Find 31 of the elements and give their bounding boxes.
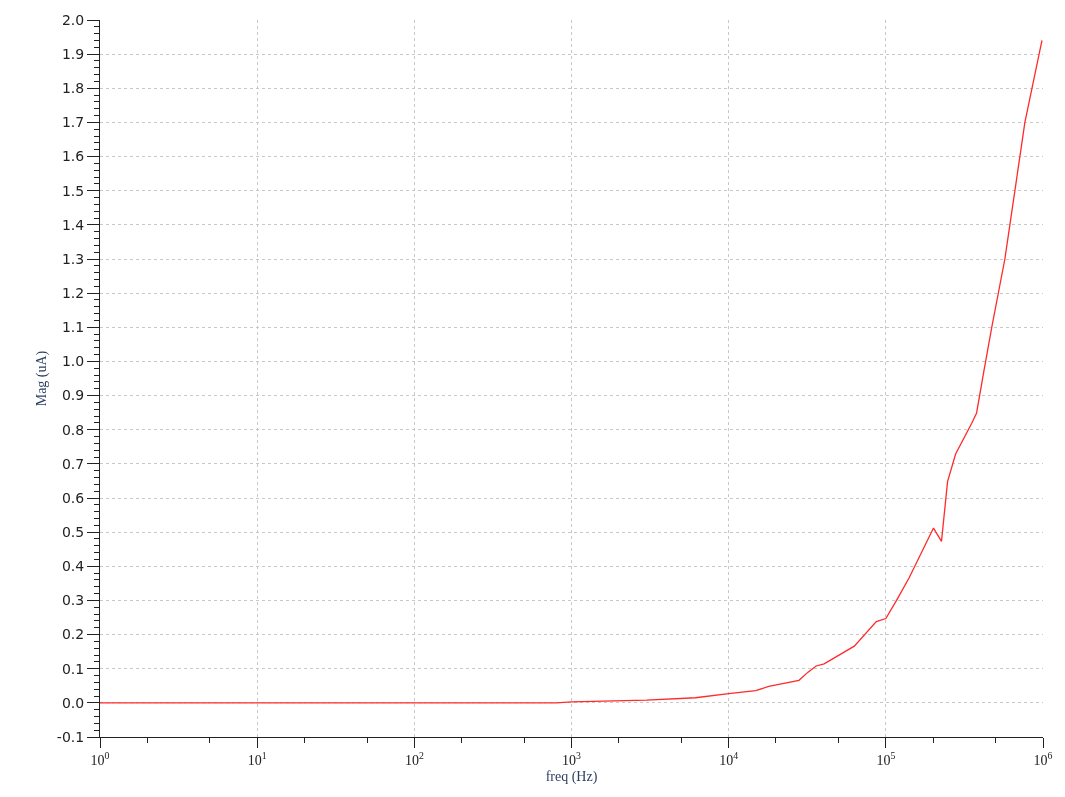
- y-tick-label: 0.3: [61, 592, 85, 609]
- y-axis-title: Mag (uA): [34, 350, 51, 407]
- y-tick-label: 1.7: [61, 114, 85, 131]
- y-tick-label: 1.6: [61, 148, 85, 165]
- y-tick-label: -0.1: [56, 728, 85, 745]
- y-tick-label: 0.8: [61, 421, 85, 438]
- y-tick-label: 0.5: [61, 524, 85, 541]
- y-tick-label: 0.0: [61, 694, 85, 711]
- y-tick-label: 1.1: [61, 319, 85, 336]
- x-axis-title: freq (Hz): [545, 769, 598, 786]
- y-tick-label: 1.9: [61, 46, 85, 63]
- y-tick-label: 1.8: [61, 80, 85, 97]
- x-tick-label: 10$^{0}$: [90, 749, 110, 768]
- y-tick-label: 0.1: [61, 660, 85, 677]
- x-tick-label: 10$^{6}$: [1033, 749, 1053, 768]
- y-tick-label: 1.4: [61, 216, 85, 233]
- y-tick-label: 0.4: [61, 558, 85, 575]
- x-tick-label: 10$^{3}$: [562, 749, 582, 768]
- y-tick-label: 0.2: [61, 626, 85, 643]
- y-tick-label: 0.9: [61, 387, 85, 404]
- x-tick-label: 10$^{1}$: [247, 749, 267, 768]
- x-tick-label: 10$^{2}$: [404, 749, 424, 768]
- y-tick-label: 1.5: [61, 182, 85, 199]
- y-tick-label: 1.0: [61, 353, 85, 370]
- y-tick-label: 0.6: [61, 489, 85, 506]
- y-tick-label: 1.2: [61, 285, 85, 302]
- y-tick-label: 2.0: [61, 11, 85, 28]
- x-tick-label: 10$^{4}$: [719, 749, 739, 768]
- y-tick-label: 0.7: [61, 455, 85, 472]
- y-tick-label: 1.3: [61, 250, 85, 267]
- x-tick-label: 10$^{5}$: [876, 749, 896, 768]
